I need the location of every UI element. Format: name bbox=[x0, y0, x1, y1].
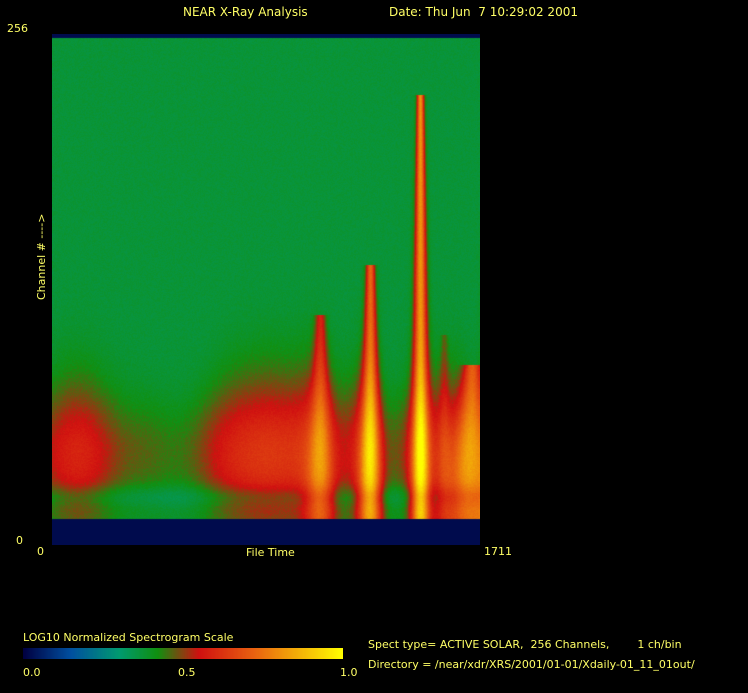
colorbar-tick-05: 0.5 bbox=[178, 666, 196, 679]
y-axis-label: Channel # ----> bbox=[35, 214, 48, 300]
colorbar-tick-1: 1.0 bbox=[340, 666, 358, 679]
colorbar bbox=[23, 648, 343, 659]
colorbar-label: LOG10 Normalized Spectrogram Scale bbox=[23, 631, 233, 644]
x-tick-max: 1711 bbox=[484, 545, 512, 558]
y-tick-min: 0 bbox=[16, 534, 23, 547]
x-axis-label: File Time bbox=[246, 546, 295, 559]
spectrogram-heatmap bbox=[52, 34, 480, 545]
directory-info: Directory = /near/xdr/XRS/2001/01-01/Xda… bbox=[368, 658, 695, 671]
x-tick-min: 0 bbox=[37, 545, 44, 558]
colorbar-tick-0: 0.0 bbox=[23, 666, 41, 679]
spect-type-info: Spect type= ACTIVE SOLAR, 256 Channels, … bbox=[368, 638, 682, 651]
chart-title: NEAR X-Ray Analysis bbox=[183, 5, 308, 19]
date-label: Date: Thu Jun 7 10:29:02 2001 bbox=[389, 5, 578, 19]
y-tick-max: 256 bbox=[7, 22, 28, 35]
